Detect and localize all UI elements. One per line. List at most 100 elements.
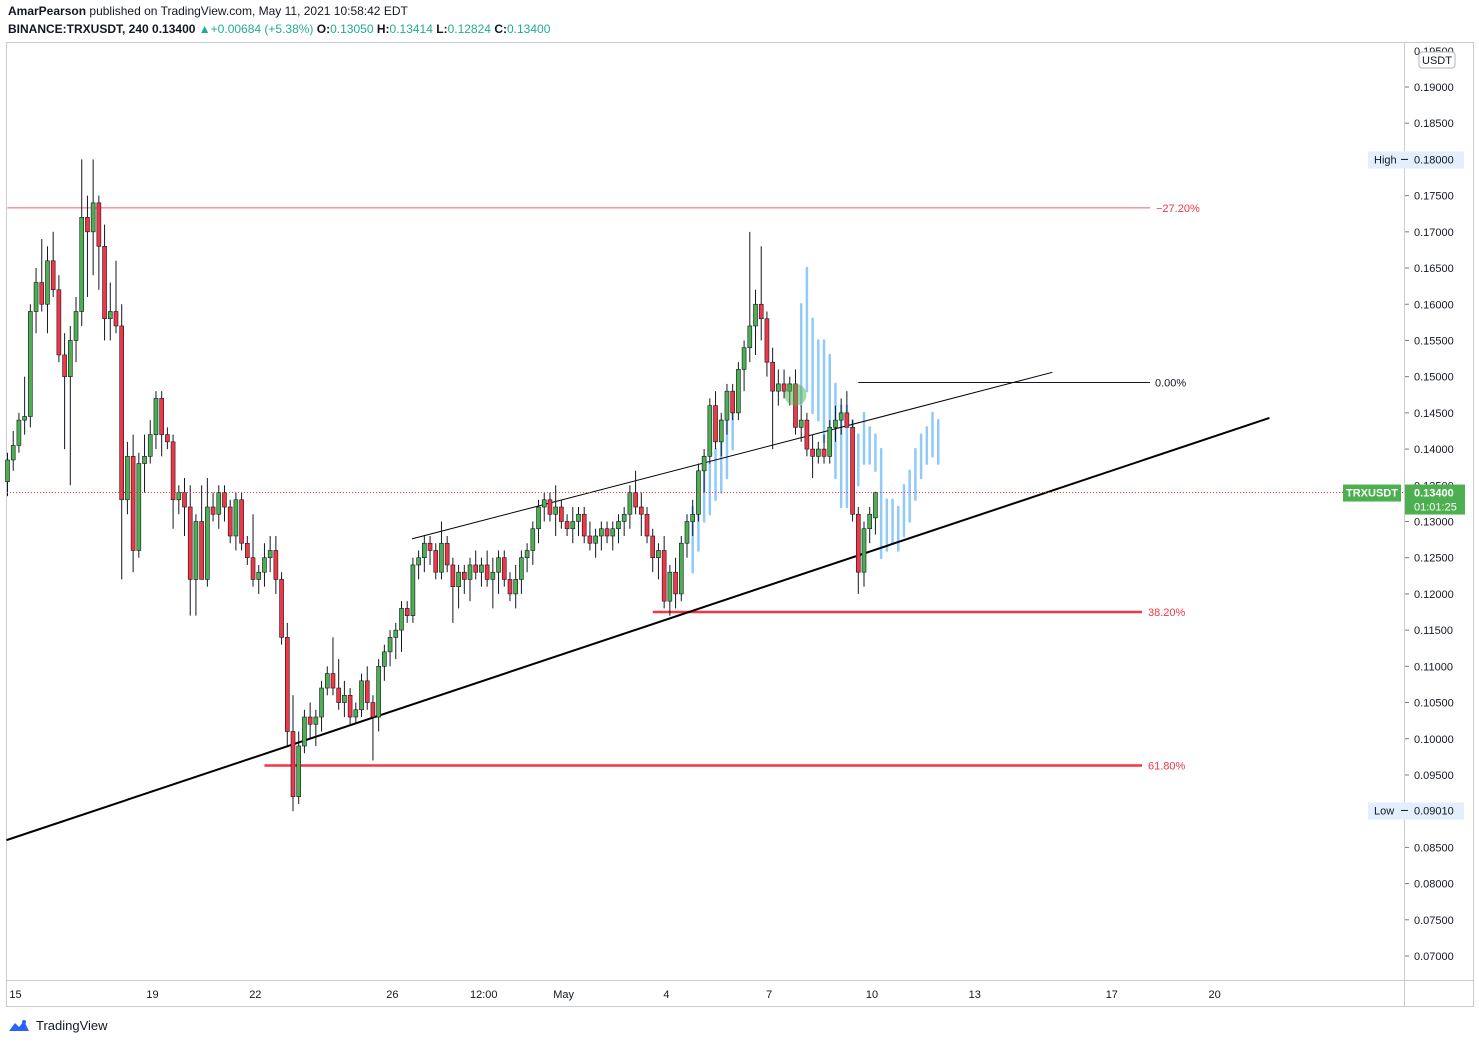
candle-body bbox=[342, 694, 347, 703]
candle-body bbox=[507, 579, 513, 595]
candle bbox=[250, 514, 256, 587]
candle-body bbox=[393, 629, 399, 638]
candle-body bbox=[524, 550, 530, 559]
candle-body bbox=[855, 513, 861, 573]
footer-brand[interactable]: TradingView bbox=[8, 1018, 108, 1033]
candle-body bbox=[473, 564, 479, 573]
candle bbox=[559, 499, 564, 529]
candle-body bbox=[427, 542, 433, 551]
candle bbox=[45, 246, 50, 334]
price-tick-label: 0.08000 bbox=[1414, 879, 1454, 891]
candle bbox=[176, 485, 182, 515]
time-tick-label: 26 bbox=[386, 989, 398, 1001]
candle bbox=[690, 499, 696, 536]
candle-body bbox=[119, 325, 124, 501]
candle bbox=[816, 441, 821, 464]
candle-body bbox=[10, 445, 16, 461]
price-tick-label: 0.16500 bbox=[1414, 263, 1454, 275]
candle bbox=[353, 702, 359, 725]
marker-circle bbox=[784, 383, 807, 406]
candle-body bbox=[170, 441, 176, 501]
candle bbox=[553, 485, 558, 536]
candle-body bbox=[284, 637, 290, 732]
price-tick-label: 0.12500 bbox=[1414, 553, 1454, 565]
candle-body bbox=[227, 506, 233, 537]
candle bbox=[370, 695, 376, 761]
candle bbox=[142, 434, 147, 493]
candle bbox=[747, 231, 753, 363]
candle-body bbox=[753, 303, 758, 327]
candle-body bbox=[501, 557, 507, 580]
candle-body bbox=[798, 419, 804, 428]
candle-body bbox=[821, 448, 827, 457]
candle-body bbox=[713, 405, 718, 443]
candle bbox=[758, 246, 764, 341]
high-value: 0.13414 bbox=[389, 22, 433, 36]
candle bbox=[827, 420, 833, 464]
candle-body bbox=[684, 521, 690, 544]
time-tick-label: 4 bbox=[663, 989, 669, 1001]
candle bbox=[513, 564, 518, 609]
candle bbox=[22, 376, 27, 435]
candle bbox=[644, 507, 650, 544]
candle-body bbox=[262, 557, 267, 573]
candle-body bbox=[404, 608, 410, 616]
change-arrow-icon: ▲ bbox=[198, 22, 211, 36]
price-tick-label: 0.17000 bbox=[1414, 227, 1454, 239]
candle-body bbox=[581, 513, 587, 537]
price-tick-label: 0.14500 bbox=[1414, 408, 1454, 420]
open-label: O: bbox=[316, 22, 331, 36]
time-tick-label: 12:00 bbox=[470, 989, 498, 1001]
candle bbox=[387, 630, 393, 667]
candle-body bbox=[39, 282, 45, 305]
candle bbox=[313, 709, 319, 746]
candle-body bbox=[861, 528, 867, 573]
candle bbox=[798, 405, 804, 442]
candle-body bbox=[56, 289, 62, 356]
candle bbox=[376, 659, 381, 732]
candle bbox=[290, 695, 296, 812]
close-label: C: bbox=[494, 22, 507, 36]
candle-body bbox=[62, 354, 67, 377]
candle-body bbox=[359, 680, 364, 711]
symbol-tag-label: TRXUSDT bbox=[1346, 488, 1398, 500]
candle bbox=[182, 478, 187, 536]
price-tick-label: 0.14000 bbox=[1414, 444, 1454, 456]
candle-body bbox=[50, 260, 56, 291]
candle bbox=[524, 543, 530, 573]
candle-body bbox=[519, 557, 524, 580]
candle bbox=[222, 485, 227, 522]
candle-body bbox=[245, 542, 250, 559]
publish-info: AmarPearson published on TradingView.com… bbox=[8, 4, 408, 18]
fib-level-label: 38.20% bbox=[1148, 607, 1186, 619]
candle-body bbox=[816, 448, 821, 457]
candle bbox=[33, 268, 39, 334]
candle bbox=[302, 709, 307, 754]
candle-body bbox=[553, 506, 558, 515]
candle bbox=[736, 362, 741, 421]
author-name[interactable]: AmarPearson bbox=[8, 4, 87, 18]
candle-body bbox=[547, 499, 553, 515]
candle-body bbox=[73, 311, 79, 341]
candle-body bbox=[850, 427, 855, 515]
candle bbox=[810, 434, 815, 479]
candle-body bbox=[267, 550, 273, 559]
candle bbox=[867, 507, 873, 544]
candle-body bbox=[165, 434, 170, 443]
candle-body bbox=[747, 325, 753, 349]
candle bbox=[781, 369, 787, 399]
candle bbox=[347, 688, 353, 725]
time-tick-label: May bbox=[553, 989, 574, 1001]
fib-level-label: 0.00% bbox=[1155, 377, 1186, 389]
candle bbox=[433, 543, 439, 580]
candle bbox=[821, 434, 827, 464]
candle-body bbox=[804, 419, 810, 450]
candle-body bbox=[159, 398, 164, 435]
symbol-tag-bg bbox=[1343, 484, 1401, 502]
candle-body bbox=[28, 311, 33, 417]
candle bbox=[39, 239, 45, 312]
candle bbox=[707, 398, 713, 464]
candle bbox=[776, 369, 781, 406]
candle bbox=[713, 391, 718, 450]
